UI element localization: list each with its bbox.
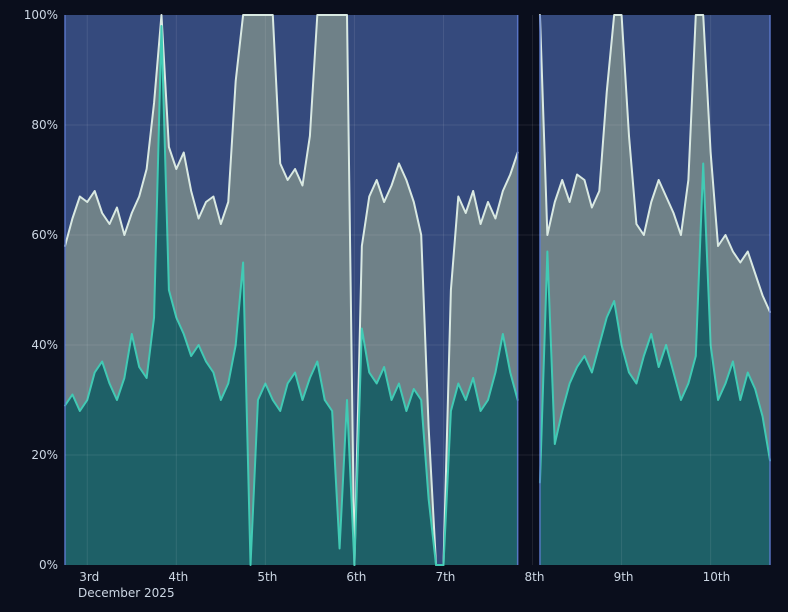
- lower-series-area: [65, 26, 518, 565]
- x-tick-label: 8th: [525, 570, 545, 584]
- x-tick-label: 6th: [346, 570, 366, 584]
- x-tick-label: 3rd: [79, 570, 99, 584]
- y-tick-label: 100%: [24, 8, 58, 22]
- upper-series-area: [65, 15, 518, 565]
- lower-series-area: [539, 163, 770, 565]
- plot-background-area: [539, 15, 770, 312]
- upper-series-area: [539, 15, 770, 483]
- y-tick-label: 80%: [31, 118, 58, 132]
- x-tick-label: 5th: [257, 570, 277, 584]
- lower-series-line: [64, 25, 519, 566]
- x-tick-label: 7th: [435, 570, 455, 584]
- y-tick-label: 60%: [31, 228, 58, 242]
- lower-series-line: [538, 162, 771, 484]
- y-tick-label: 0%: [39, 558, 58, 572]
- x-tick-label: 9th: [614, 570, 634, 584]
- x-tick-label: 10th: [703, 570, 731, 584]
- upper-series-line: [538, 14, 771, 313]
- y-tick-label: 20%: [31, 448, 58, 462]
- y-tick-label: 40%: [31, 338, 58, 352]
- x-tick-label: 4th: [168, 570, 188, 584]
- x-axis-month-label: December 2025: [78, 586, 175, 600]
- plot-background-area: [65, 15, 518, 565]
